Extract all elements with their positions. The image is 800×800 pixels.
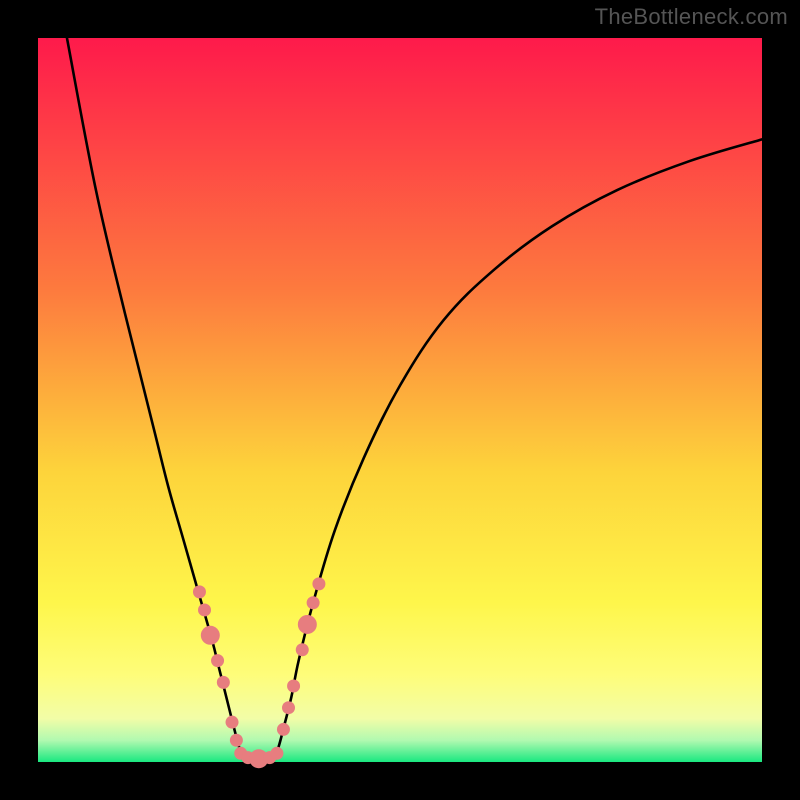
marker-right-0 [270, 747, 283, 760]
marker-right-1 [277, 723, 290, 736]
marker-left-1 [198, 603, 211, 616]
curve-left [67, 38, 244, 758]
watermark-text: TheBottleneck.com [595, 4, 788, 30]
marker-right-4 [296, 643, 309, 656]
marker-right-5 [298, 615, 317, 634]
marker-left-5 [226, 716, 239, 729]
chart-overlay-svg [0, 0, 800, 800]
chart-root: TheBottleneck.com [0, 0, 800, 800]
marker-left-0 [193, 585, 206, 598]
marker-left-4 [217, 676, 230, 689]
marker-right-3 [287, 679, 300, 692]
marker-left-2 [201, 626, 220, 645]
marker-right-2 [282, 701, 295, 714]
marker-right-7 [312, 577, 325, 590]
marker-left-3 [211, 654, 224, 667]
marker-right-6 [307, 596, 320, 609]
marker-left-6 [230, 734, 243, 747]
curve-right [273, 139, 762, 758]
